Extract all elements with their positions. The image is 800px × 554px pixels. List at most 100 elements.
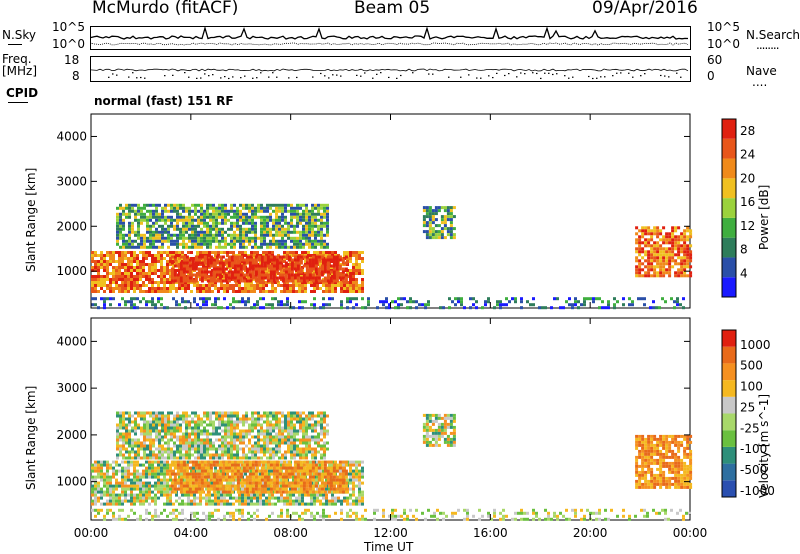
velocity-cell — [163, 472, 166, 476]
velocity-cell — [133, 481, 136, 485]
power-cell — [173, 255, 177, 259]
velocity-cell — [131, 414, 134, 418]
power-cell — [278, 242, 281, 246]
power-cell — [245, 221, 248, 225]
velocity-cell — [302, 469, 306, 473]
velocity-cell — [106, 490, 109, 494]
power-cell — [272, 227, 275, 231]
velocity-cell — [152, 456, 155, 460]
power-cell — [302, 273, 306, 277]
power-cell — [263, 224, 266, 228]
power-cell — [137, 209, 140, 213]
power-cell — [647, 229, 651, 233]
power-cell — [668, 247, 672, 251]
power-cell — [208, 251, 211, 254]
power-cell — [212, 236, 215, 240]
power-cell — [355, 257, 358, 260]
power-cell — [299, 242, 302, 246]
velocity-cell — [250, 490, 253, 494]
velocity-cell — [245, 469, 249, 473]
velocity-cell — [352, 469, 355, 473]
power-cell — [134, 239, 137, 243]
power-cell — [124, 269, 127, 272]
power-cell — [236, 215, 239, 219]
power-cell — [116, 233, 119, 237]
velocity-cell — [143, 444, 146, 448]
power-cell — [158, 224, 161, 228]
power-cell — [284, 206, 287, 210]
nave-dot — [568, 77, 570, 79]
power-cell — [127, 257, 130, 260]
power-cell — [316, 251, 319, 254]
power-cell — [331, 290, 334, 293]
power-cell — [187, 284, 190, 287]
velocity-cell — [191, 469, 195, 473]
power-cell — [152, 245, 155, 249]
velocity-cell — [268, 469, 271, 473]
velocity-cell — [224, 490, 228, 494]
power-cell — [167, 245, 170, 249]
power-cell — [125, 239, 128, 243]
velocity-cell — [212, 484, 216, 488]
velocity-cell — [158, 453, 161, 457]
power-cell — [161, 215, 164, 219]
velocity-cell — [167, 414, 170, 418]
power-cell — [335, 261, 339, 265]
velocity-cell — [94, 490, 97, 494]
power-cell — [305, 258, 309, 262]
velocity-cell — [275, 478, 279, 482]
power-cell — [452, 233, 456, 237]
power-cell — [361, 290, 364, 293]
velocity-cell — [206, 487, 210, 491]
power-cell — [425, 212, 429, 216]
power-cell — [187, 251, 190, 254]
power-cell — [460, 303, 463, 307]
power-cell — [155, 230, 158, 234]
power-cell — [217, 297, 220, 301]
velocity-cell — [226, 481, 229, 485]
power-cell — [194, 245, 197, 249]
power-cell — [154, 281, 157, 284]
velocity-cell — [172, 478, 175, 482]
power-cell — [236, 227, 239, 231]
power-cell — [538, 306, 541, 310]
power-cell — [328, 251, 331, 254]
power-cell — [163, 275, 166, 278]
nave-dot — [588, 75, 590, 78]
power-cell — [245, 273, 249, 277]
velocity-cell — [164, 441, 167, 445]
velocity-cell — [172, 487, 175, 491]
velocity-cell — [103, 502, 106, 506]
velocity-cell — [128, 420, 131, 424]
power-cell — [341, 273, 345, 277]
power-cell — [188, 224, 191, 228]
power-cell — [130, 266, 133, 269]
power-cell — [182, 230, 185, 234]
power-cell — [176, 236, 179, 240]
velocity-cell — [256, 499, 259, 503]
power-cell — [595, 297, 598, 301]
velocity-cell — [152, 423, 155, 427]
velocity-cell — [349, 466, 352, 470]
velocity-cell — [233, 475, 237, 479]
power-cell — [400, 303, 403, 307]
nave-tick-top: 60 — [707, 53, 723, 67]
velocity-cell — [146, 429, 149, 433]
velocity-cell — [332, 472, 336, 476]
power-cell — [499, 300, 502, 304]
power-cell — [116, 242, 119, 246]
power-cell — [355, 251, 358, 254]
velocity-cell — [320, 463, 324, 467]
power-cell — [275, 224, 278, 228]
velocity-cell — [221, 466, 225, 470]
power-cell — [302, 245, 305, 249]
power-cell — [137, 212, 140, 216]
velocity-cell — [262, 493, 265, 497]
velocity-cell — [194, 478, 198, 482]
velocity-cell — [191, 484, 195, 488]
power-cell — [155, 233, 158, 237]
power-cell — [673, 300, 676, 304]
velocity-cell — [130, 502, 133, 506]
velocity-cell — [173, 420, 176, 424]
power-cell — [227, 276, 231, 280]
